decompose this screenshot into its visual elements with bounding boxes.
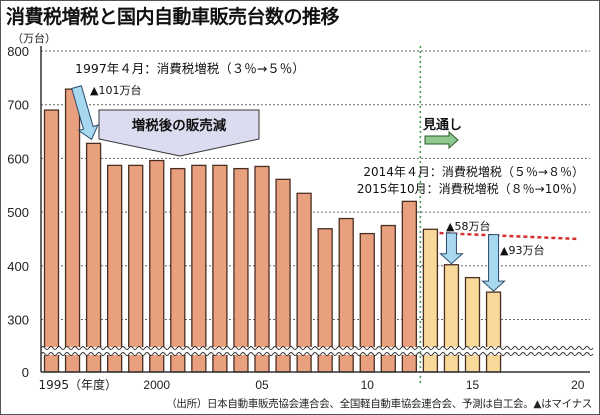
annotation-event-2015: 2015年10月：消費税増税（８％→10％） (357, 181, 584, 196)
bar-2006 (275, 178, 291, 373)
bar-1999 (128, 164, 144, 373)
y-tick-label-500: 500 (7, 205, 29, 220)
bar-2004 (233, 167, 249, 373)
bar-2015 (464, 276, 481, 373)
annotation-event-1997: 1997年４月：消費税増税（３％→５％） (75, 61, 305, 76)
arrow-shape (71, 85, 99, 141)
x-tick-label-1995: 1995（年度） (39, 377, 118, 392)
bar-2012 (401, 200, 418, 373)
annotation-drop-2016: ▲93万台 (500, 243, 544, 257)
x-tick-label-2005: 05 (255, 378, 269, 392)
trend-line (439, 231, 578, 241)
axis-break-band (30, 347, 595, 355)
bar-1995 (43, 109, 60, 373)
y-tick-label-600: 600 (7, 151, 29, 166)
annotation-callout: 増税後の販売減 (132, 117, 227, 134)
bar-1996 (64, 88, 81, 373)
y-tick-label-400: 400 (7, 259, 29, 274)
annotation-event-2014: 2014年４月：消費税増税（５％→８％） (363, 164, 584, 179)
bar-2003 (212, 164, 228, 373)
bar-1998 (107, 164, 123, 373)
axis-break-wave-top (40, 346, 594, 350)
y-tick-label-0: 0 (22, 365, 29, 380)
drop-arrow-2014 (439, 232, 464, 265)
bar-2007 (296, 192, 312, 373)
bar-1997 (85, 142, 102, 373)
axes: 0 300 400 500 600 700 800 1995（年度） 2000 05 10 15 20 (7, 44, 590, 392)
annotation-drop-2014: ▲58万台 (446, 219, 490, 233)
y-tick-label-800: 800 (7, 44, 29, 59)
source-note: （出所）日本自動車販売協会連合会、全国軽自動車協会連合会、予測は自工会。▲はマイ… (166, 398, 592, 410)
x-tick-label-2015: 15 (466, 378, 480, 392)
y-tick-label-300: 300 (7, 313, 29, 328)
drop-arrow-1997 (71, 85, 99, 141)
y-tick-label-700: 700 (7, 98, 29, 113)
y-axis-unit-label: （万台） (12, 32, 56, 45)
annotation-drop-1997: ▲101万台 (90, 83, 141, 97)
bar-2005 (254, 165, 270, 373)
x-tick-label-2000: 2000 (143, 378, 170, 392)
x-tick-label-2020: 20 (571, 378, 585, 392)
annotation-forecast-label: 見通し (422, 117, 462, 133)
bar-2001 (170, 167, 186, 373)
chart-title: 消費税増税と国内自動車販売台数の推移 (6, 6, 340, 28)
drop-arrow-2016 (481, 234, 506, 292)
x-tick-label-2010: 10 (361, 378, 375, 392)
forecast-arrow-icon (424, 130, 459, 150)
bar-2002 (191, 164, 207, 373)
callout-box (98, 109, 260, 157)
axis-break-wave-bottom (40, 352, 594, 356)
bar-2016 (485, 291, 502, 373)
bar-2000 (149, 159, 165, 373)
